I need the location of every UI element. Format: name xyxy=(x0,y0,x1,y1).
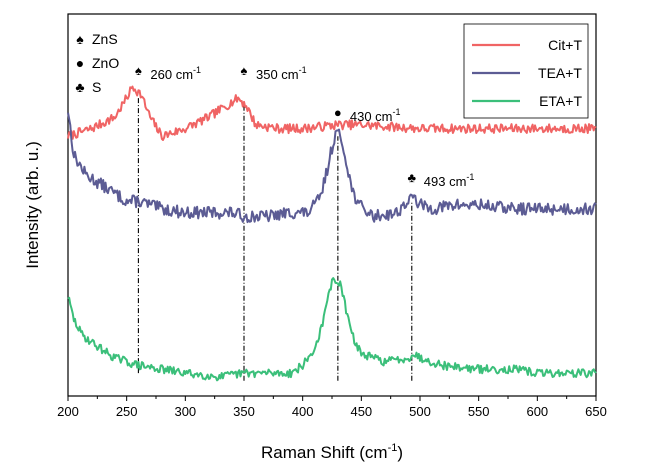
annotation-symbol-260: ♠ xyxy=(135,63,142,78)
annotation-label-430: 430 cm-1 xyxy=(350,107,401,124)
x-axis-ticks: 200 250 300 350 400 450 500 550 600 650 xyxy=(57,396,607,419)
x-tick-label-500: 500 xyxy=(409,404,431,419)
legend-label-cit-t: Cit+T xyxy=(548,37,582,53)
reference-lines xyxy=(137,98,413,381)
key-label-zno: ZnO xyxy=(92,55,119,71)
annotation-symbol-430: ● xyxy=(334,105,342,120)
key-symbol-s: ♣ xyxy=(75,79,84,95)
x-tick-label-300: 300 xyxy=(174,404,196,419)
series-lines xyxy=(67,85,597,382)
peak-annotations: ♠ 260 cm-1 ♠ 350 cm-1 ● 430 cm-1 ♣ 493 cm-1 xyxy=(135,63,474,189)
x-tick-label-650: 650 xyxy=(585,404,607,419)
x-axis-title: Raman Shift (cm-1) xyxy=(261,442,403,462)
legend-label-eta-t: ETA+T xyxy=(539,93,582,109)
x-tick-label-350: 350 xyxy=(233,404,255,419)
series-line-eta-t xyxy=(67,277,597,382)
x-tick-label-450: 450 xyxy=(350,404,372,419)
key-label-s: S xyxy=(92,79,101,95)
x-tick-label-550: 550 xyxy=(468,404,490,419)
x-tick-label-200: 200 xyxy=(57,404,79,419)
series-line-cit-t xyxy=(67,85,597,141)
x-title-text: Raman Shift (cm xyxy=(261,443,388,462)
annotation-label-350: 350 cm-1 xyxy=(256,65,307,82)
legend-box xyxy=(463,23,589,119)
x-title-sup: -1 xyxy=(388,442,398,454)
symbol-key: ♠ ZnS ● ZnO ♣ S xyxy=(75,31,119,95)
x-tick-label-250: 250 xyxy=(116,404,138,419)
x-tick-label-600: 600 xyxy=(526,404,548,419)
y-axis-title: Intensity (arb. u.) xyxy=(23,141,42,269)
legend-label-tea-t: TEA+T xyxy=(538,65,582,81)
key-label-zns: ZnS xyxy=(92,31,118,47)
annotation-label-493: 493 cm-1 xyxy=(424,172,475,189)
annotation-label-260: 260 cm-1 xyxy=(150,65,201,82)
x-title-suffix: ) xyxy=(397,443,403,462)
annotation-symbol-350: ♠ xyxy=(241,63,248,78)
key-symbol-zno: ● xyxy=(76,55,84,71)
x-tick-label-400: 400 xyxy=(292,404,314,419)
annotation-symbol-493: ♣ xyxy=(408,170,417,185)
key-symbol-zns: ♠ xyxy=(76,31,84,47)
legend: Cit+T TEA+T ETA+T xyxy=(463,23,589,119)
series-line-tea-t xyxy=(67,112,597,224)
